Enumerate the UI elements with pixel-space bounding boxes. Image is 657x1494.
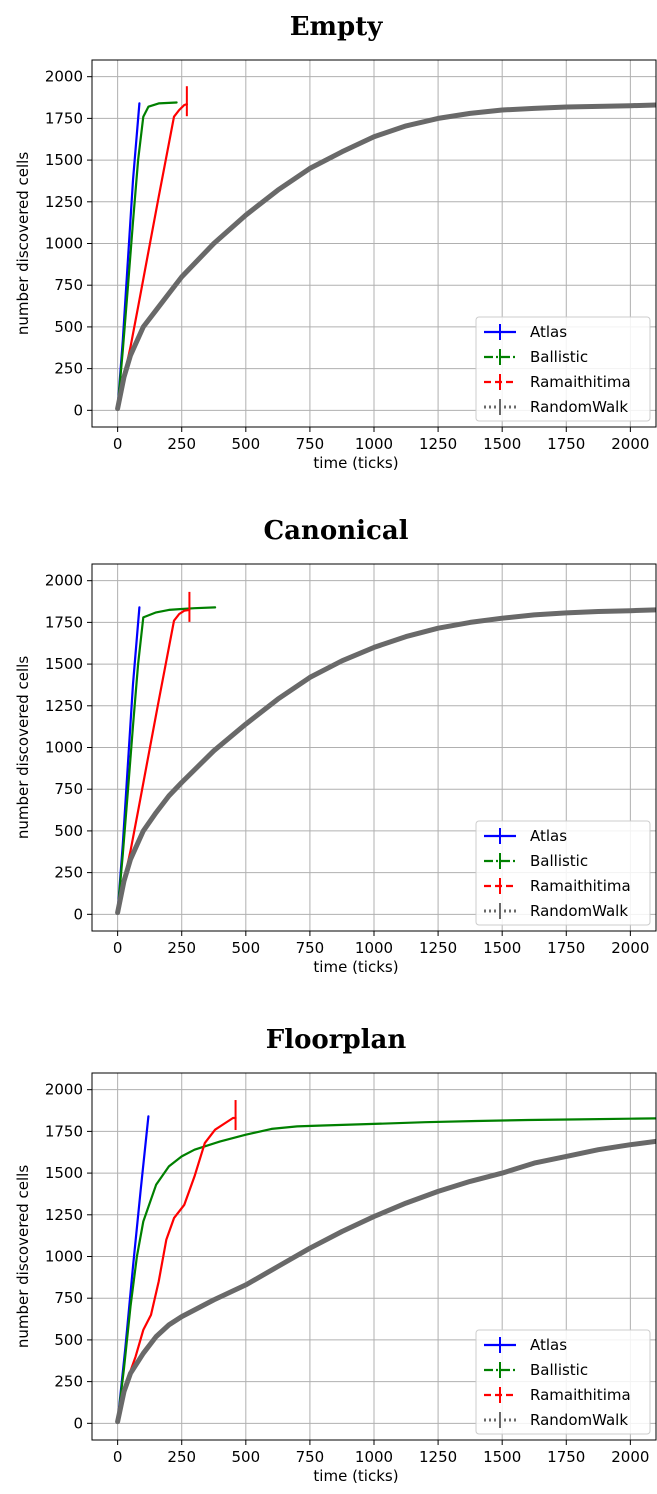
series-line-ballistic	[116, 1117, 656, 1423]
y-axis-label: number discovered cells	[14, 152, 32, 336]
x-tick-label: 750	[296, 435, 325, 453]
series-line-ballistic	[116, 606, 217, 914]
legend-box	[475, 1329, 651, 1435]
y-tick-label: 750	[54, 780, 83, 798]
y-tick-label: 500	[54, 318, 83, 336]
series-group	[115, 1100, 656, 1425]
y-tick-label: 250	[54, 360, 83, 378]
chart-title: Empty	[290, 12, 384, 42]
legend-label-randomwalk: RandomWalk	[530, 1411, 628, 1429]
chart-1: Canonical 0 250 500 750 1000 1250 1500 1750 2000 0…	[14, 516, 657, 976]
x-tick-label: 1250	[419, 939, 457, 957]
y-tick-label: 1000	[45, 235, 83, 253]
y-tick-label: 250	[54, 1373, 83, 1391]
y-tick-label: 1750	[45, 613, 83, 631]
y-tick-label: 1250	[45, 1206, 83, 1224]
series-group	[115, 86, 656, 412]
legend-label-atlas: Atlas	[530, 323, 567, 341]
y-tick-label: 1500	[45, 151, 83, 169]
x-tick-label: 250	[167, 435, 196, 453]
y-tick-label: 1250	[45, 697, 83, 715]
x-tick-label: 1000	[355, 939, 393, 957]
legend-label-randomwalk: RandomWalk	[530, 902, 628, 920]
y-tick-label: 1500	[45, 655, 83, 673]
x-tick-label: 2000	[611, 939, 649, 957]
y-axis-label: number discovered cells	[14, 656, 32, 840]
series-line-randomwalk	[115, 1138, 656, 1425]
legend: Atlas Ballistic Ramaithitima RandomWalk	[475, 316, 651, 422]
legend-label-atlas: Atlas	[530, 827, 567, 845]
x-tick-label: 500	[231, 1448, 260, 1466]
y-tick-label: 2000	[45, 572, 83, 590]
y-axis-label: number discovered cells	[14, 1165, 32, 1349]
legend-label-ramaithitima: Ramaithitima	[530, 877, 631, 895]
legend-label-atlas: Atlas	[530, 1336, 567, 1354]
y-tick-label: 0	[73, 401, 83, 419]
x-tick-label: 2000	[611, 1448, 649, 1466]
x-tick-label: 2000	[611, 435, 649, 453]
x-axis-label: time (ticks)	[313, 1467, 398, 1485]
legend-box	[475, 820, 651, 926]
series-group	[115, 591, 656, 916]
legend-box	[475, 316, 651, 422]
x-tick-label: 500	[231, 435, 260, 453]
y-tick-label: 2000	[45, 1081, 83, 1099]
y-tick-label: 1000	[45, 739, 83, 757]
y-tick-label: 250	[54, 864, 83, 882]
legend-label-ballistic: Ballistic	[530, 852, 588, 870]
x-tick-label: 750	[296, 1448, 325, 1466]
chart-0: Empty 0 250 500 750 1000 1250 1500 1750 2000 0 250 5…	[14, 12, 657, 472]
x-tick-label: 0	[113, 939, 123, 957]
x-tick-label: 1750	[547, 1448, 585, 1466]
y-tick-label: 2000	[45, 68, 83, 86]
x-tick-label: 1250	[419, 435, 457, 453]
y-tick-label: 0	[73, 1414, 83, 1432]
x-tick-label: 1000	[355, 1448, 393, 1466]
y-tick-label: 1250	[45, 193, 83, 211]
x-tick-label: 250	[167, 939, 196, 957]
x-axis-label: time (ticks)	[313, 454, 398, 472]
y-tick-label: 750	[54, 276, 83, 294]
y-tick-label: 750	[54, 1289, 83, 1307]
x-axis-label: time (ticks)	[313, 958, 398, 976]
x-tick-label: 0	[113, 1448, 123, 1466]
x-tick-label: 750	[296, 939, 325, 957]
chart-title: Canonical	[263, 516, 408, 546]
series-line-ramaithitima	[116, 1116, 237, 1423]
legend-label-ramaithitima: Ramaithitima	[530, 373, 631, 391]
chart-title: Floorplan	[266, 1025, 407, 1055]
legend-label-ramaithitima: Ramaithitima	[530, 1386, 631, 1404]
x-tick-label: 1500	[483, 435, 521, 453]
x-tick-label: 1500	[483, 939, 521, 957]
y-tick-label: 500	[54, 1331, 83, 1349]
series-line-randomwalk	[115, 607, 656, 916]
legend-label-ballistic: Ballistic	[530, 1361, 588, 1379]
x-tick-label: 0	[113, 435, 123, 453]
y-tick-label: 500	[54, 822, 83, 840]
y-tick-label: 0	[73, 905, 83, 923]
x-tick-label: 500	[231, 939, 260, 957]
y-tick-label: 1750	[45, 109, 83, 127]
legend-label-randomwalk: RandomWalk	[530, 398, 628, 416]
x-tick-label: 1750	[547, 939, 585, 957]
legend: Atlas Ballistic Ramaithitima RandomWalk	[475, 1329, 651, 1435]
x-tick-label: 1250	[419, 1448, 457, 1466]
y-tick-label: 1500	[45, 1164, 83, 1182]
y-tick-label: 1000	[45, 1248, 83, 1266]
x-tick-label: 1000	[355, 435, 393, 453]
series-line-ballistic	[116, 101, 178, 410]
y-tick-label: 1750	[45, 1122, 83, 1140]
legend-label-ballistic: Ballistic	[530, 348, 588, 366]
x-tick-label: 1750	[547, 435, 585, 453]
legend: Atlas Ballistic Ramaithitima RandomWalk	[475, 820, 651, 926]
series-line-randomwalk	[115, 102, 656, 412]
x-tick-label: 250	[167, 1448, 196, 1466]
chart-2: Floorplan 0 250 500 750 1000 1250 1500 1750 2000 0…	[14, 1025, 657, 1485]
x-tick-label: 1500	[483, 1448, 521, 1466]
